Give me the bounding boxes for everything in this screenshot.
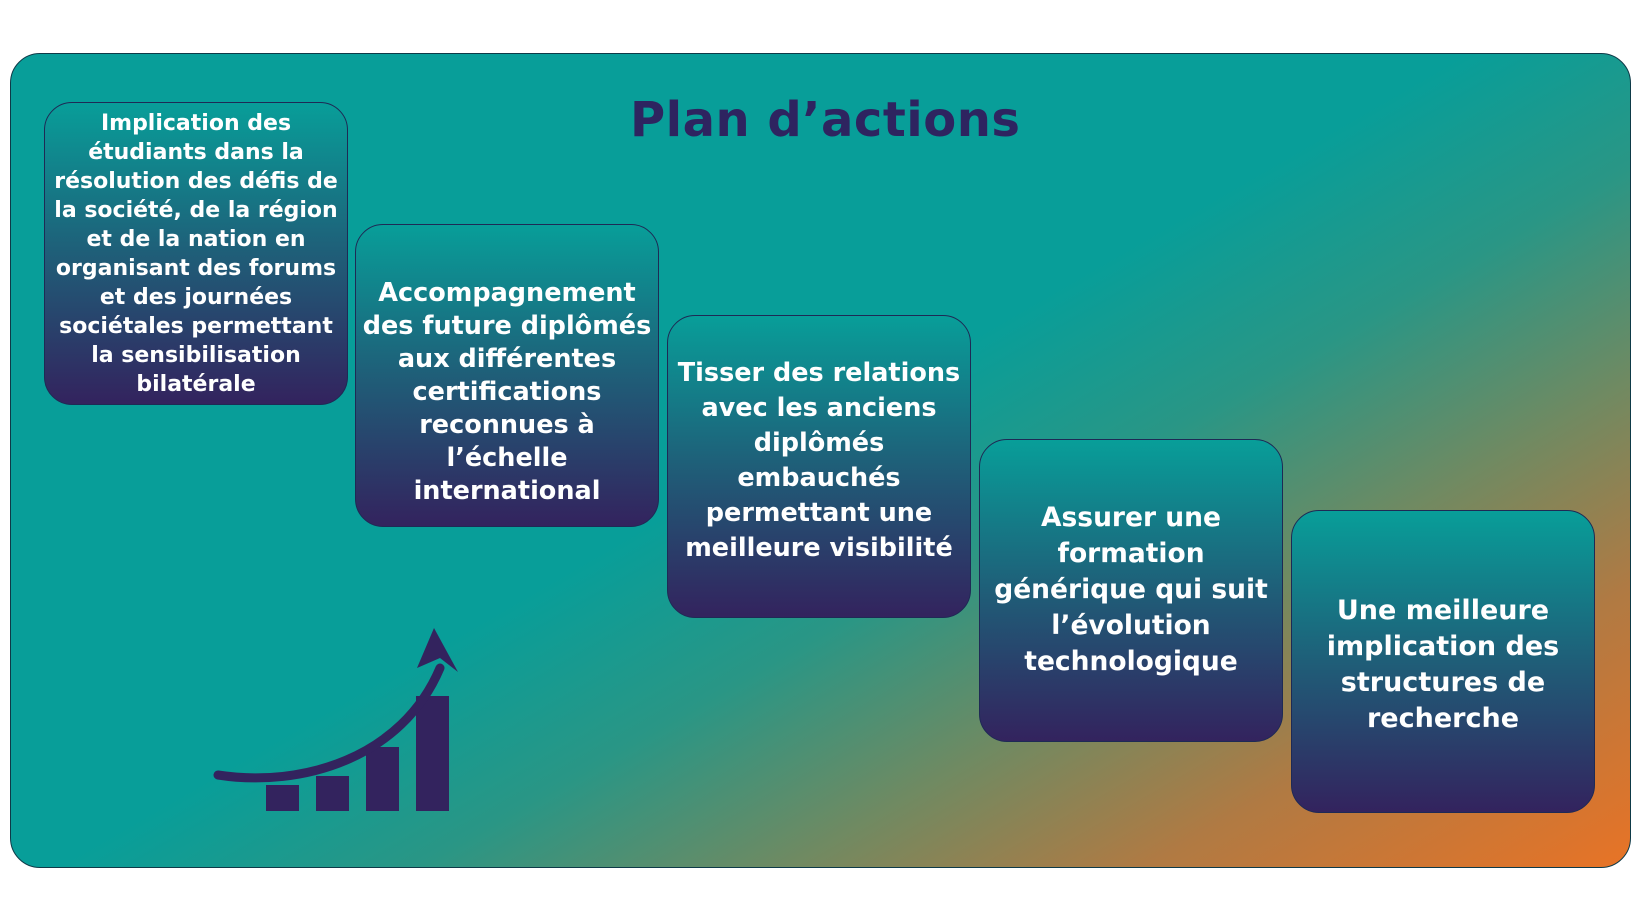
action-step-2: Accompagnement des future diplômés aux d… xyxy=(355,224,659,527)
diagram-title: Plan d’actions xyxy=(630,92,1021,148)
action-step-5-text: Une meilleure implication des structures… xyxy=(1326,595,1560,734)
growth-bar-2 xyxy=(316,776,349,811)
growth-arrow-head xyxy=(417,628,458,672)
growth-bar-3 xyxy=(366,747,399,811)
action-step-3-text: Tisser des relations avec les anciens di… xyxy=(677,358,961,563)
growth-bar-4 xyxy=(416,696,449,811)
action-step-5: Une meilleure implication des structures… xyxy=(1291,510,1595,813)
growth-bar-1 xyxy=(266,785,299,811)
action-step-3: Tisser des relations avec les anciens di… xyxy=(667,315,971,618)
action-step-4: Assurer une formation générique qui suit… xyxy=(979,439,1283,742)
action-step-4-text: Assurer une formation générique qui suit… xyxy=(994,502,1268,677)
action-step-2-text: Accompagnement des future diplômés aux d… xyxy=(362,278,652,506)
action-step-1: Implication des étudiants dans la résolu… xyxy=(44,102,348,405)
growth-arrow-curve xyxy=(213,663,445,783)
growth-chart-arrow-icon xyxy=(213,628,458,811)
action-step-1-text: Implication des étudiants dans la résolu… xyxy=(54,110,338,397)
